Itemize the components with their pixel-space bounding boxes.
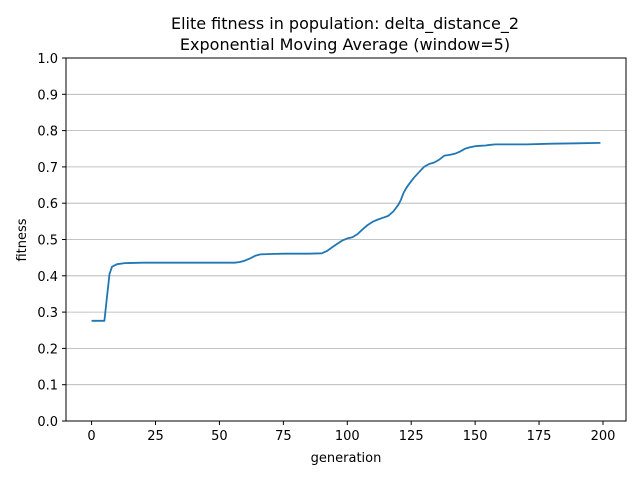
x-tick-label: 175 xyxy=(527,429,552,444)
x-tick-label: 75 xyxy=(275,429,292,444)
x-axis: 0 25 50 75 100 125 150 175 200 xyxy=(87,421,615,444)
y-tick-label: 0.4 xyxy=(37,270,58,285)
y-tick-label: 1.0 xyxy=(37,52,58,67)
chart-title: Elite fitness in population: delta_dista… xyxy=(171,14,519,34)
y-tick-label: 0.2 xyxy=(37,342,58,357)
y-axis: 0.0 0.1 0.2 0.3 0.4 0.5 0.6 0.7 0.8 0.9 1.0 xyxy=(37,52,66,430)
x-tick-label: 50 xyxy=(211,429,228,444)
series-group xyxy=(91,142,601,322)
y-tick-label: 0.1 xyxy=(37,379,58,394)
x-tick-label: 0 xyxy=(87,429,95,444)
y-tick-label: 0.0 xyxy=(37,415,58,430)
y-axis-label: fitness xyxy=(15,218,30,261)
x-tick-label: 200 xyxy=(591,429,616,444)
y-tick-label: 0.6 xyxy=(37,197,58,212)
x-tick-label: 150 xyxy=(463,429,488,444)
y-tick-label: 0.3 xyxy=(37,306,58,321)
series-line-0 xyxy=(91,142,601,322)
chart-subtitle: Exponential Moving Average (window=5) xyxy=(180,35,510,54)
x-tick-label: 25 xyxy=(147,429,164,444)
x-axis-label: generation xyxy=(311,451,382,466)
y-tick-label: 0.8 xyxy=(37,125,58,140)
y-tick-label: 0.9 xyxy=(37,88,58,103)
y-tick-label: 0.5 xyxy=(37,234,58,249)
x-tick-label: 100 xyxy=(335,429,360,444)
x-tick-label: 125 xyxy=(399,429,424,444)
y-tick-label: 0.7 xyxy=(37,161,58,176)
